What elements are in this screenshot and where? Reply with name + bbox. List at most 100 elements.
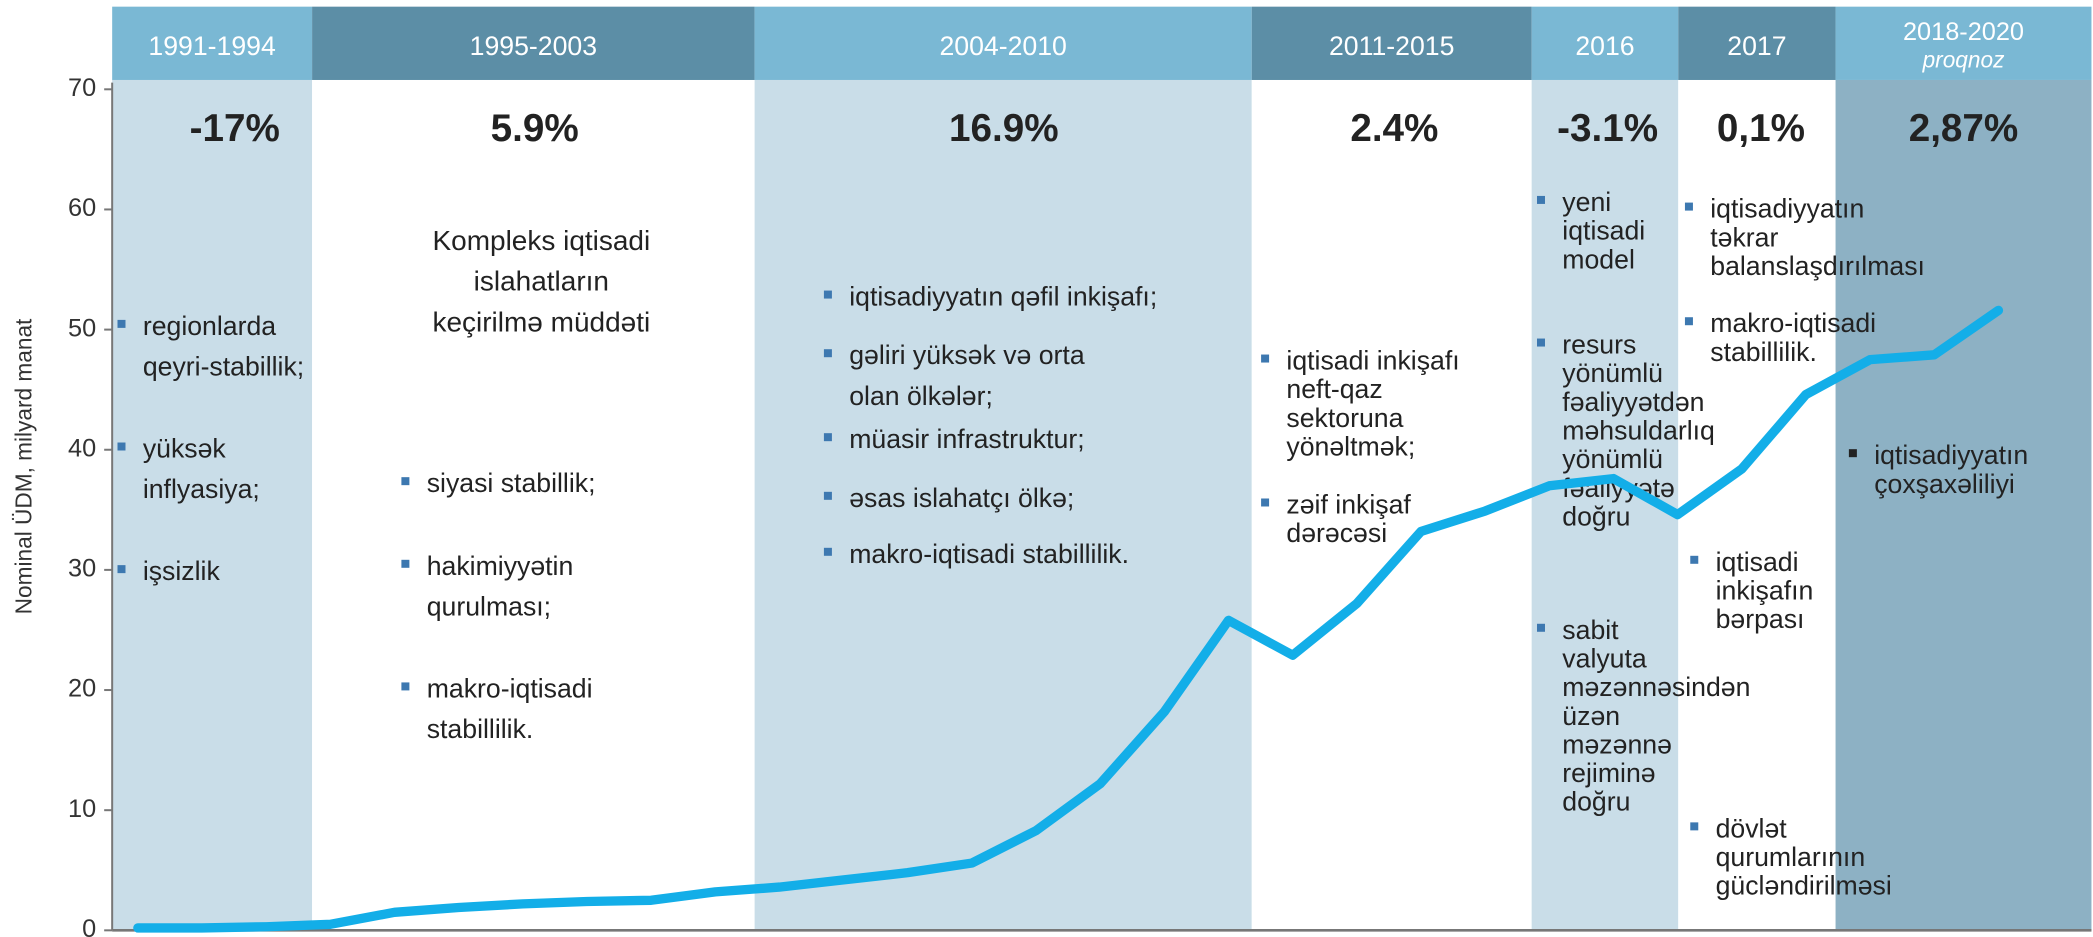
bullet-text: stabillilik. [427, 714, 534, 744]
y-tick-label: 10 [68, 795, 96, 823]
bullet-text: regionlarda [143, 311, 276, 341]
bullet-text: qurulması; [427, 591, 551, 621]
y-tick-label: 50 [68, 314, 96, 342]
bullet-marker [823, 433, 832, 442]
bullet-text: yönəltmək; [1286, 432, 1415, 462]
bullet-marker [401, 477, 410, 486]
band-label: 2017 [1727, 31, 1786, 61]
band-header [312, 6, 755, 80]
band [1835, 79, 2092, 931]
bullet-text: iqtisadiyyatın qəfil inkişafı; [849, 282, 1157, 312]
growth: 2,87% [1909, 107, 2019, 150]
band [1251, 79, 1532, 931]
growth: -3.1% [1557, 107, 1658, 150]
bullet-text: sektoruna [1286, 403, 1403, 433]
bullet-marker [823, 491, 832, 500]
bullet-marker [117, 319, 126, 328]
bullet-text: qurumlarının [1716, 842, 1866, 872]
bullet-text: yönümlü [1562, 358, 1663, 388]
bullet-marker [1684, 317, 1693, 326]
bullet-text: iqtisadiyyatın [1874, 440, 2028, 470]
bullet-text: valyuta [1562, 643, 1647, 673]
y-tick-label: 70 [68, 74, 96, 102]
band [112, 79, 313, 931]
band-label: 2011-2015 [1329, 31, 1454, 61]
band [1678, 79, 1836, 931]
bullet-text: makro-iqtisadi [1710, 308, 1876, 338]
band-header [1678, 6, 1836, 80]
bullet-text: zəif inkişaf [1286, 490, 1411, 520]
bullet-text: hakimiyyətin [427, 551, 574, 581]
bullet-text: çoxşaxəliliyi [1874, 469, 2015, 499]
bullet-text: fəaliyyətdən [1562, 387, 1704, 417]
band-sublabel: proqnoz [1922, 46, 2005, 72]
band [754, 79, 1252, 931]
bullet-marker [1690, 822, 1699, 831]
bullet-text: balanslaşdırılması [1710, 251, 1925, 281]
bullet-marker [117, 442, 126, 451]
bullet-text: iqtisadi inkişafı [1286, 346, 1459, 376]
bullet-marker [1536, 338, 1545, 347]
y-tick-label: 20 [68, 675, 96, 703]
growth: 5.9% [491, 107, 579, 150]
bullet-marker [401, 559, 410, 568]
bullet-text: inflyasiya; [143, 474, 260, 504]
bullet-marker [823, 547, 832, 556]
bullet-marker [1690, 555, 1699, 564]
bullet-text: neft-qaz [1286, 374, 1382, 404]
bullet-text: gəliri yüksək və orta [849, 340, 1085, 370]
bullet-text: iqtisadi [1716, 547, 1799, 577]
band [312, 79, 755, 931]
y-tick-label: 30 [68, 555, 96, 583]
y-tick-label: 0 [82, 915, 96, 937]
bullet-text: üzən [1562, 701, 1620, 731]
band-label: 1995-2003 [470, 31, 597, 61]
bullet-text: əsas islahatçı ölkə; [849, 483, 1074, 513]
bullet-text: işsizlik [143, 556, 221, 586]
bullet-text: yeni [1562, 187, 1611, 217]
band-header [754, 6, 1252, 80]
bullet-text: müasir infrastruktur; [849, 424, 1084, 454]
bullet-marker [1261, 354, 1270, 363]
bullet-marker [1684, 202, 1693, 211]
bullet-text: doğru [1562, 502, 1630, 532]
bullet-text: siyasi stabillik; [427, 468, 596, 498]
growth: 16.9% [949, 107, 1059, 150]
bullet-marker [1536, 623, 1545, 632]
band-label: 2016 [1575, 31, 1634, 61]
band-label: 2004-2010 [939, 31, 1066, 61]
bullet-text: rejiminə [1562, 758, 1655, 788]
bullet-marker [823, 290, 832, 299]
bullet-text: dərəcəsi [1286, 518, 1387, 548]
bullet-text: bərpası [1716, 604, 1805, 634]
y-tick-label: 60 [68, 194, 96, 222]
band-header [112, 6, 313, 80]
bullet-text: doğru [1562, 787, 1630, 817]
bullet-text: məzənnəsindən [1562, 672, 1750, 702]
bullet-marker [1848, 449, 1857, 458]
bullet-text: məzənnə [1562, 729, 1672, 759]
growth: 0,1% [1717, 107, 1805, 150]
band-label: 1991-1994 [148, 31, 276, 61]
description: islahatların [474, 266, 609, 297]
bullet-text: qeyri-stabillik; [143, 352, 304, 382]
band-label: 2018-2020 [1903, 18, 2024, 46]
gdp-line [133, 305, 2004, 933]
bullet-text: olan ölkələr; [849, 381, 993, 411]
growth: -17% [190, 107, 280, 150]
bullet-text: gücləndirilməsi [1716, 871, 1892, 901]
band-header [1531, 6, 1679, 80]
bullet-text: məhsuldarlıq [1562, 416, 1715, 446]
bullet-text: resurs [1562, 330, 1636, 360]
bullet-text: dövlət [1716, 813, 1788, 843]
bullet-text: sabit [1562, 615, 1619, 645]
bullet-text: iqtisadi [1562, 216, 1645, 246]
growth: 2.4% [1350, 107, 1438, 150]
bullet-text: təkrar [1710, 222, 1778, 252]
band-header [1251, 6, 1532, 80]
bullet-marker [401, 682, 410, 691]
bands [112, 6, 2092, 931]
description: Kompleks iqtisadi [432, 225, 650, 256]
